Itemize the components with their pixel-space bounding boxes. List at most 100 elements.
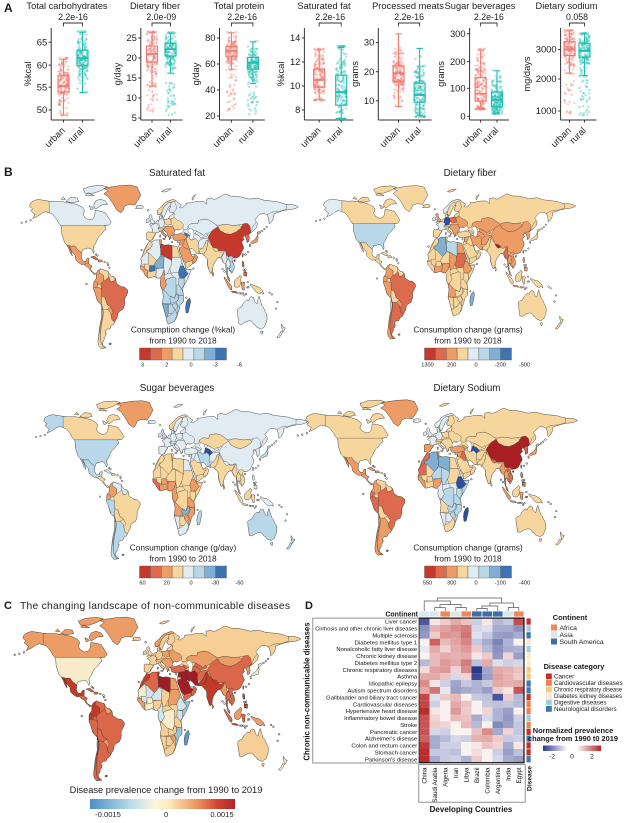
svg-text:India: India [505, 767, 512, 781]
svg-text:Nonalcoholic fatty liver disea: Nonalcoholic fatty liver disease [336, 647, 418, 653]
svg-text:mg/days: mg/days [522, 56, 532, 91]
svg-text:0: 0 [570, 754, 574, 761]
svg-text:Total carbohydrates: Total carbohydrates [26, 1, 107, 11]
svg-text:Diabetes kidney diseases: Diabetes kidney diseases [554, 693, 622, 700]
svg-text:-200: -200 [495, 363, 506, 369]
svg-text:0: 0 [189, 363, 192, 369]
svg-text:Iran: Iran [453, 767, 460, 778]
svg-text:40: 40 [205, 84, 215, 95]
svg-text:10: 10 [126, 92, 136, 103]
svg-text:Brazil: Brazil [474, 768, 481, 783]
svg-text:from 1990 to 2018: from 1990 to 2018 [434, 554, 502, 564]
svg-text:50: 50 [37, 104, 47, 115]
svg-text:12: 12 [290, 56, 300, 67]
svg-text:Normalized prevalence: Normalized prevalence [533, 726, 614, 735]
svg-text:Sugar beverages: Sugar beverages [140, 383, 215, 394]
svg-text:80: 80 [205, 32, 215, 43]
svg-text:Dietary fiber: Dietary fiber [444, 168, 498, 179]
svg-text:Inflammatory bowel disease: Inflammatory bowel disease [344, 716, 418, 722]
svg-text:Dietary sodium: Dietary sodium [535, 1, 597, 11]
svg-text:Chronic respiratory disease: Chronic respiratory disease [554, 687, 622, 694]
svg-text:Consumption change (%kal): Consumption change (%kal) [131, 325, 235, 335]
svg-text:Stroke: Stroke [400, 723, 418, 729]
svg-text:20: 20 [205, 110, 215, 121]
svg-text:g/day: g/day [191, 62, 201, 85]
svg-text:200: 200 [447, 363, 456, 369]
svg-text:grams: grams [350, 61, 360, 87]
svg-text:60: 60 [205, 58, 215, 69]
svg-text:2.2e-16: 2.2e-16 [474, 12, 504, 22]
svg-text:Cardiovascular diseases: Cardiovascular diseases [554, 680, 623, 687]
svg-text:Colon and rectum cancer: Colon and rectum cancer [351, 744, 417, 750]
svg-text:-2: -2 [549, 754, 555, 761]
svg-text:Cancer: Cancer [554, 674, 574, 681]
svg-text:Diabetes mellitus type 2: Diabetes mellitus type 2 [355, 661, 418, 667]
svg-text:0.0015: 0.0015 [210, 810, 233, 818]
svg-text:Disease category: Disease category [544, 662, 606, 671]
svg-text:Egypt: Egypt [516, 767, 523, 783]
svg-text:20: 20 [164, 581, 170, 587]
svg-text:Alzheimer's disease: Alzheimer's disease [365, 737, 418, 743]
svg-text:-3: -3 [213, 363, 218, 369]
svg-text:B: B [4, 165, 13, 179]
svg-text:Continent: Continent [385, 612, 418, 619]
svg-text:Consumption change (g/day): Consumption change (g/day) [130, 543, 237, 553]
svg-text:2.2e-16: 2.2e-16 [227, 12, 257, 22]
svg-text:Disease prevalence change from: Disease prevalence change from 1990 to 2… [70, 785, 263, 795]
svg-text:%kcal: %kcal [23, 62, 33, 87]
svg-text:Liver cancer: Liver cancer [385, 620, 417, 626]
svg-text:Colombia: Colombia [484, 767, 491, 794]
svg-text:3: 3 [141, 363, 144, 369]
svg-text:0.058: 0.058 [566, 12, 588, 22]
svg-text:from 1990 to 2018: from 1990 to 2018 [149, 554, 217, 564]
svg-text:Processed meats: Processed meats [372, 1, 444, 11]
svg-text:Gallbladder and biliary tract: Gallbladder and biliary tract cancer [326, 695, 417, 701]
svg-text:2000: 2000 [536, 73, 557, 84]
svg-text:%kcal: %kcal [276, 62, 286, 87]
svg-text:Parkinson's disease: Parkinson's disease [365, 757, 418, 763]
svg-text:Chronic respiratory diseases: Chronic respiratory diseases [343, 668, 418, 674]
svg-text:Disease: Disease [527, 766, 534, 791]
svg-text:3000: 3000 [536, 44, 557, 55]
svg-text:0: 0 [189, 581, 192, 587]
svg-text:100: 100 [450, 83, 466, 94]
svg-text:Diabetes mellitus type 1: Diabetes mellitus type 1 [355, 640, 418, 646]
svg-text:-30: -30 [211, 581, 219, 587]
svg-text:30: 30 [364, 37, 374, 48]
svg-text:Asia: Asia [560, 632, 573, 639]
svg-text:grams: grams [436, 61, 446, 87]
svg-text:0: 0 [474, 363, 477, 369]
svg-text:-100: -100 [495, 581, 506, 587]
svg-text:65: 65 [37, 36, 47, 47]
svg-text:A: A [4, 1, 13, 15]
svg-text:Algeria: Algeria [442, 767, 449, 787]
svg-text:Idiopathic epilepsy: Idiopathic epilepsy [369, 682, 418, 688]
svg-text:300: 300 [447, 581, 456, 587]
svg-text:g/day: g/day [112, 62, 122, 85]
svg-text:5: 5 [132, 112, 137, 123]
svg-text:0: 0 [164, 810, 168, 818]
svg-text:Saturated fat: Saturated fat [149, 168, 205, 179]
svg-text:1300: 1300 [421, 363, 433, 369]
svg-text:1000: 1000 [536, 105, 557, 116]
svg-text:Argentina: Argentina [495, 767, 502, 794]
svg-text:2: 2 [165, 363, 168, 369]
svg-text:Neurological disorders: Neurological disorders [554, 706, 617, 713]
svg-text:change from 1990 t0 2019: change from 1990 t0 2019 [528, 734, 618, 743]
svg-text:Digestive diseases: Digestive diseases [554, 700, 607, 707]
svg-text:Cardiovascular diseases: Cardiovascular diseases [353, 702, 417, 708]
svg-text:-0.0015: -0.0015 [95, 810, 121, 818]
svg-text:Consumption change (grams): Consumption change (grams) [413, 543, 523, 553]
svg-text:from 1990 to 2018: from 1990 to 2018 [149, 336, 217, 346]
svg-text:China: China [421, 767, 428, 784]
svg-text:60: 60 [37, 59, 47, 70]
svg-text:Developing Countries: Developing Countries [430, 805, 513, 814]
svg-text:Dietary fiber: Dietary fiber [130, 1, 180, 11]
svg-text:55: 55 [37, 81, 47, 92]
svg-text:2.0e-09: 2.0e-09 [146, 12, 176, 22]
svg-text:2: 2 [590, 754, 594, 761]
svg-text:Cirrhosis and other chronic li: Cirrhosis and other chronic liver diseas… [315, 627, 417, 633]
svg-text:-60: -60 [235, 581, 243, 587]
svg-text:10: 10 [364, 95, 374, 106]
svg-text:Saudi Arabia: Saudi Arabia [432, 767, 439, 803]
